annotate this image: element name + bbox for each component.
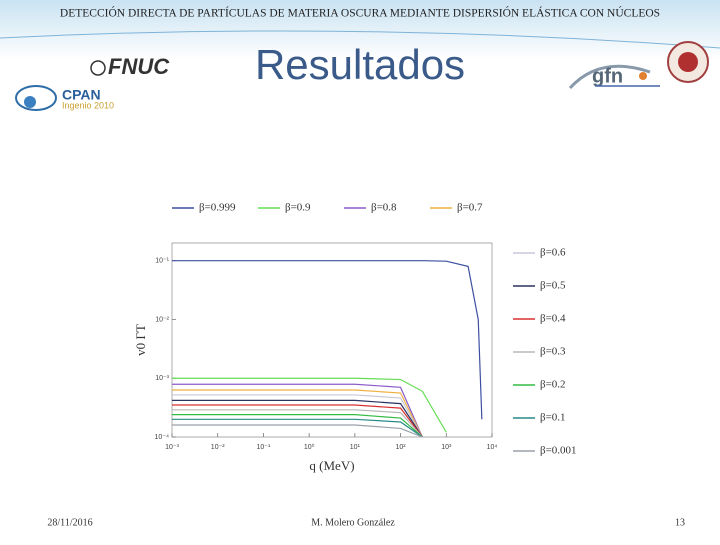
logo-icon: [15, 85, 57, 111]
x-tick-label: 10³: [441, 444, 452, 451]
series-line: [172, 424, 423, 437]
legend-label: β=0.4: [540, 313, 566, 325]
legend-label: β=0.1: [540, 412, 566, 424]
banner-curve: [0, 30, 720, 49]
series-line: [172, 383, 423, 437]
series-line: [172, 414, 423, 437]
logo-icon: [568, 64, 651, 90]
y-tick-label: 10⁻¹: [155, 258, 169, 265]
logo-icon: [678, 52, 698, 72]
logo-icon: [90, 60, 106, 76]
plot-frame: [171, 242, 493, 438]
series-line: [172, 418, 423, 437]
plot-area: [172, 260, 483, 437]
slide-title: Resultados: [255, 41, 465, 88]
series-line: [172, 399, 423, 437]
logo-cpan: CPAN Ingenio 2010: [15, 85, 114, 111]
x-tick-label: 10¹: [350, 444, 361, 451]
banner-text: DETECCIÓN DIRECTA DE PARTÍCULAS DE MATER…: [60, 6, 660, 20]
legend-label: β=0.7: [457, 202, 483, 214]
footer-author: M. Molero González: [311, 517, 395, 528]
series-line: [172, 377, 447, 433]
banner-background: [0, 0, 720, 60]
logo-icon: [639, 72, 647, 80]
footer-date: 28/11/2016: [47, 517, 92, 528]
logo-text: CPAN: [62, 87, 101, 103]
x-tick-label: 10⁻¹: [257, 444, 271, 451]
logo-fnuc: FNUC: [90, 54, 170, 79]
legend-label: β=0.6: [540, 247, 566, 259]
series-line: [172, 260, 483, 420]
y-tick-label: 10⁻²: [155, 316, 169, 323]
x-tick-label: 10⁻²: [211, 444, 225, 451]
series-line: [172, 389, 423, 437]
series-line: [172, 404, 423, 437]
x-tick-label: 10⁻³: [165, 444, 179, 451]
y-axis-label: v0 ΓT: [133, 324, 148, 356]
legend-label: β=0.3: [540, 346, 566, 358]
logo-text: Ingenio 2010: [62, 100, 114, 110]
series-line: [172, 409, 423, 437]
legend-label: β=0.8: [371, 202, 397, 214]
legend-label: β=0.5: [540, 280, 566, 292]
logo-icon: [24, 96, 36, 108]
x-tick-label: 10²: [396, 444, 407, 451]
legend-label: β=0.001: [540, 445, 577, 457]
x-axis-label: q (MeV): [309, 458, 354, 473]
series-line: [172, 394, 423, 437]
logo-text: FNUC: [108, 54, 170, 79]
logo-gfn: gfn: [568, 64, 660, 90]
legend-label: β=0.9: [285, 202, 311, 214]
legend-label: β=0.999: [199, 202, 236, 214]
logo-text: gfn: [592, 65, 623, 87]
x-tick-label: 10⁰: [304, 443, 315, 451]
x-tick-label: 10⁴: [487, 444, 498, 451]
logo-university: [667, 41, 709, 83]
legend-label: β=0.2: [540, 379, 566, 391]
y-tick-label: 10⁻³: [155, 375, 169, 382]
y-tick-label: 10⁻⁴: [155, 434, 170, 441]
footer-page: 13: [675, 517, 685, 528]
